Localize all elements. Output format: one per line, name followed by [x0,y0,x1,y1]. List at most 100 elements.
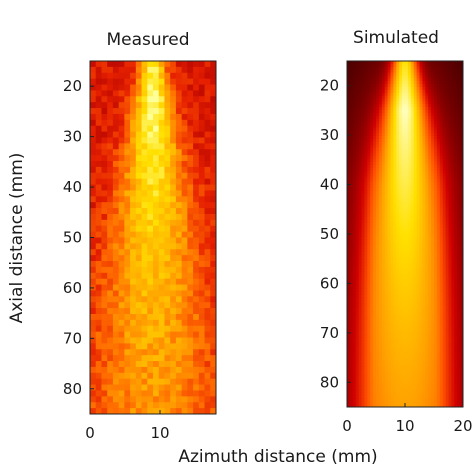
simulated-title: Simulated [353,28,439,48]
simulated-heatmap-cell [387,161,392,166]
measured-heatmap-cell [107,325,114,333]
simulated-heatmap-cell [358,320,363,324]
simulated-heatmap-cell [376,225,380,229]
simulated-heatmap-cell [390,317,394,322]
simulated-heatmap-cell [439,265,444,270]
measured-heatmap-cell [153,313,160,321]
simulated-heatmap-cell [445,216,450,221]
simulated-heatmap-cell [431,283,435,287]
simulated-heatmap-cell [384,75,389,79]
simulated-heatmap-cell [439,115,444,120]
measured-heatmap-cell [141,366,148,374]
measured-heatmap-cell [187,378,194,386]
simulated-heatmap-cell [451,210,455,215]
simulated-heatmap-cell [378,110,383,114]
simulated-heatmap-cell [376,190,380,195]
measured-heatmap-cell [90,149,97,156]
measured-heatmap-cell [153,84,160,92]
measured-heatmap-cell [210,190,216,197]
simulated-heatmap-cell [425,144,429,149]
simulated-heatmap-cell [436,115,441,120]
simulated-heatmap-cell [428,78,432,82]
measured-heatmap-cell [141,166,148,174]
simulated-heatmap-cell [425,98,429,102]
measured-heatmap-cell [175,66,183,74]
simulated-heatmap-cell [454,161,458,166]
simulated-heatmap-cell [434,187,438,192]
simulated-heatmap-cell [405,78,409,82]
simulated-heatmap-cell [407,308,412,313]
simulated-heatmap-cell [410,311,415,316]
simulated-heatmap-cell [439,239,444,244]
simulated-heatmap-cell [413,320,418,324]
simulated-heatmap-cell [352,184,357,189]
simulated-heatmap-cell [355,173,360,177]
simulated-heatmap-cell [396,98,400,102]
measured-heatmap-cell [95,361,103,368]
measured-heatmap-cell [124,313,131,321]
measured-heatmap-cell [164,166,171,174]
simulated-heatmap-cell [396,66,400,71]
simulated-heatmap-cell [434,92,438,97]
simulated-heatmap-cell [460,164,463,169]
simulated-heatmap-cell [454,121,458,126]
simulated-heatmap-cell [451,112,455,117]
measured-heatmap-cell [210,231,216,239]
simulated-heatmap-cell [428,144,432,149]
measured-heatmap-cell [158,149,166,156]
simulated-heatmap-cell [431,190,435,195]
simulated-heatmap-cell [361,199,365,203]
measured-heatmap-cell [141,231,148,239]
measured-heatmap-cell [170,302,177,309]
simulated-heatmap-cell [355,257,360,261]
simulated-heatmap-cell [439,208,444,212]
measured-heatmap-cell [170,396,177,403]
simulated-heatmap-cell [419,89,423,94]
measured-heatmap-cell [204,266,211,274]
simulated-heatmap-cell [384,202,389,206]
simulated-heatmap-cell [413,167,418,172]
measured-heatmap-cell [153,155,160,162]
simulated-heatmap-cell [381,277,386,281]
simulated-heatmap-cell [399,164,403,169]
simulated-heatmap-cell [419,274,423,278]
simulated-heatmap-cell [373,323,377,327]
measured-heatmap-cell [107,349,114,356]
simulated-heatmap-cell [381,63,386,68]
measured-heatmap-cell [181,278,188,286]
measured-heatmap-cell [153,390,160,397]
simulated-heatmap-cell [460,257,463,261]
simulated-heatmap-cell [355,308,360,313]
simulated-heatmap-cell [384,303,389,307]
simulated-heatmap-cell [434,159,438,163]
simulated-heatmap-cell [349,317,354,322]
measured-heatmap-cell [175,384,183,392]
simulated-heatmap-cell [451,101,455,105]
simulated-heatmap-cell [434,153,438,157]
simulated-heatmap-cell [349,303,354,307]
measured-heatmap-cell [147,119,154,127]
measured-heatmap-cell [95,396,103,403]
measured-heatmap-cell [95,137,103,144]
measured-heatmap-cell [135,290,143,297]
measured-heatmap-cell [170,331,177,339]
simulated-heatmap-cell [436,236,441,241]
measured-heatmap-cell [95,102,103,109]
measured-heatmap-cell [90,108,97,115]
simulated-heatmap-cell [387,259,392,264]
simulated-heatmap-cell [347,285,351,290]
simulated-heatmap-cell [442,63,447,68]
simulated-heatmap-cell [355,98,360,102]
simulated-heatmap-cell [358,135,363,140]
simulated-heatmap-cell [451,81,455,85]
simulated-heatmap-cell [457,127,461,131]
simulated-heatmap-cell [378,239,383,244]
simulated-heatmap-cell [376,314,380,319]
simulated-heatmap-cell [355,63,360,68]
simulated-heatmap-cell [381,306,386,310]
simulated-heatmap-cell [399,248,403,252]
simulated-heatmap-cell [361,196,365,200]
simulated-heatmap-cell [361,127,365,131]
simulated-heatmap-cell [425,104,429,108]
simulated-heatmap-cell [355,133,360,137]
